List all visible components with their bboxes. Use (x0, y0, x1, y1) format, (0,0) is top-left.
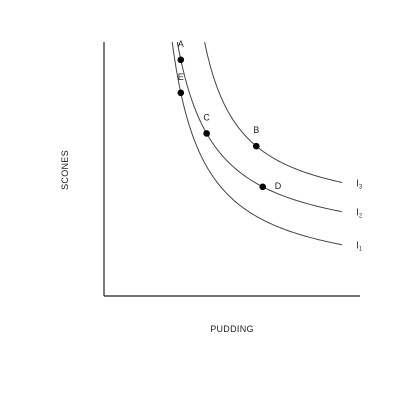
indifference-curve-3 (204, 41, 343, 183)
points-layer: A B C D E (177, 39, 282, 191)
curve-label-2: I2 (356, 208, 363, 220)
point-label-b: B (253, 125, 259, 135)
x-axis-label: PUDDING (210, 324, 254, 334)
point-e (177, 89, 185, 97)
indifference-curve-1 (171, 41, 343, 246)
y-axis-label: SCONES (60, 150, 70, 190)
point-b (252, 142, 260, 150)
curve-labels-layer: I1 I2 I3 (356, 178, 363, 252)
curve-label-3: I3 (356, 178, 363, 190)
point-label-a: A (178, 39, 184, 49)
point-label-d: D (275, 181, 282, 191)
curves-layer (171, 41, 343, 246)
point-c (203, 130, 210, 137)
point-label-e: E (178, 72, 184, 82)
point-d (259, 183, 267, 191)
point-label-c: C (203, 112, 210, 122)
indifference-curve-2 (176, 41, 343, 213)
curve-label-1: I1 (356, 241, 363, 253)
point-a (177, 56, 185, 64)
